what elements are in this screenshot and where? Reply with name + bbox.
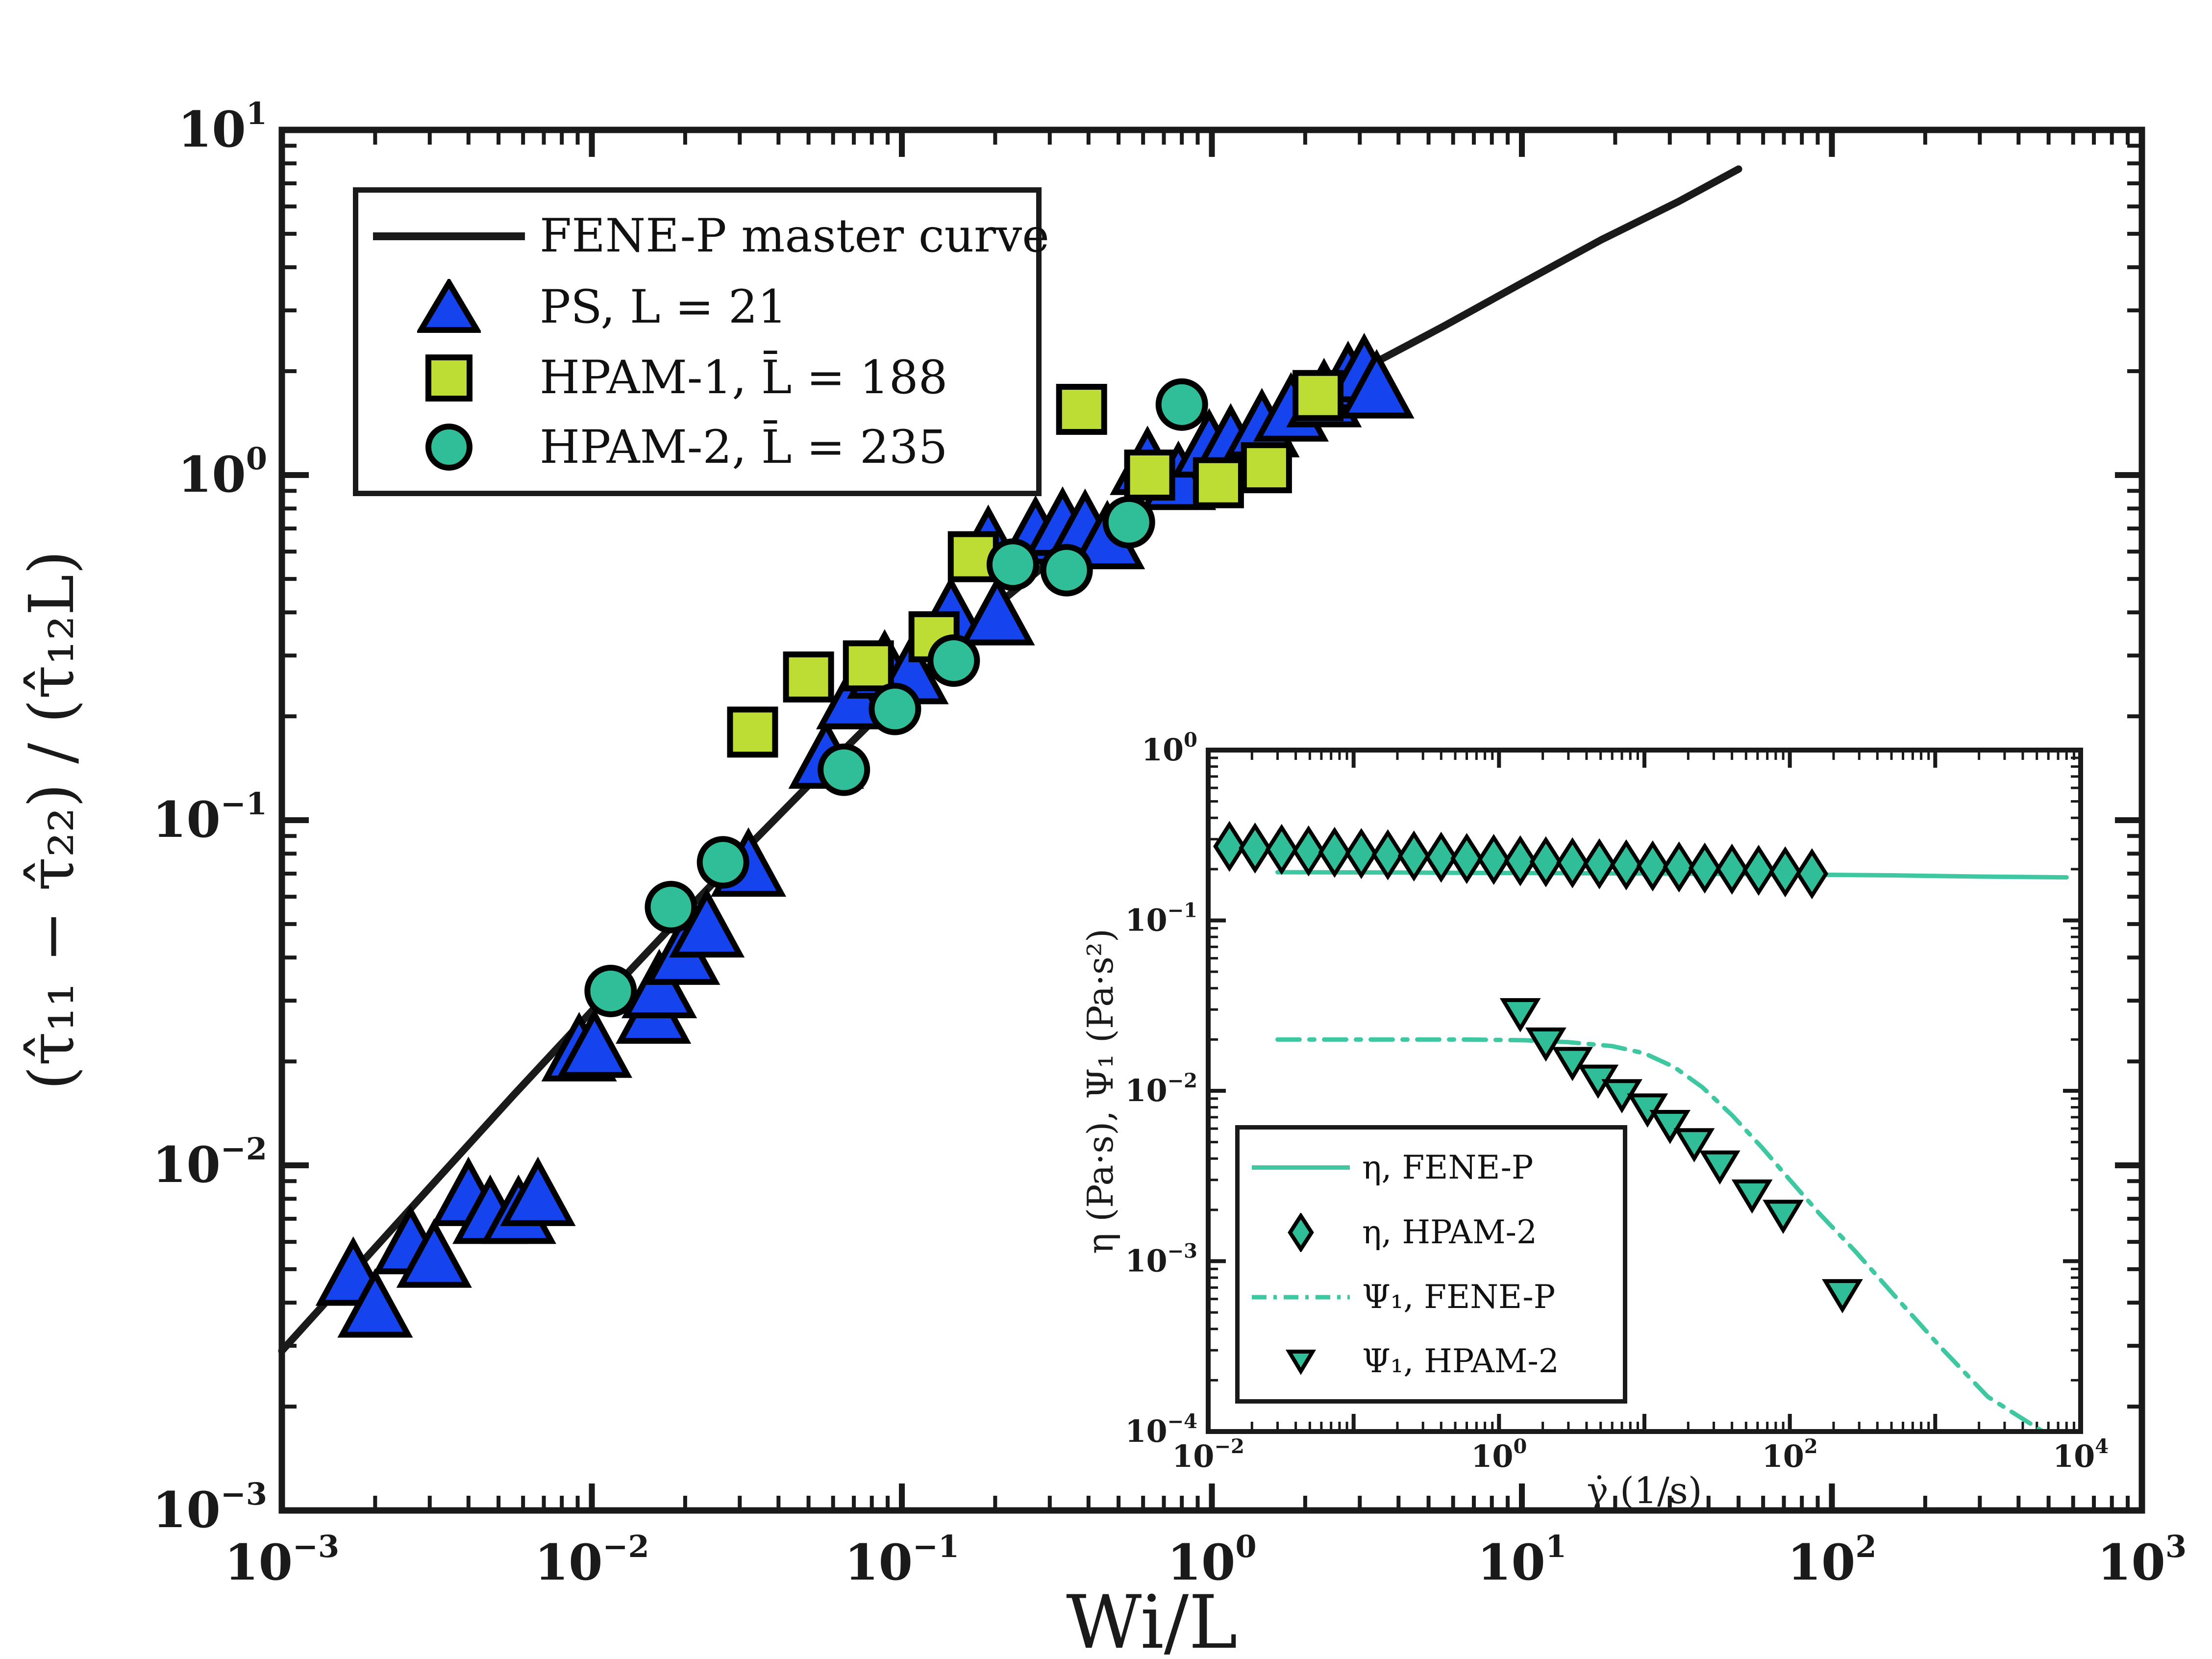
svg-text:10−2: 10−2 xyxy=(1125,1069,1197,1108)
inset-legend-item-label: η, FENE-P xyxy=(1362,1148,1534,1186)
svg-text:10−1: 10−1 xyxy=(845,1529,959,1591)
inset-y-axis-label: η (Pa·s), Ψ₁ (Pa·s²) xyxy=(1080,929,1121,1254)
series-hpam-2-l-235 xyxy=(584,378,1208,1017)
legend-item-hpam2: HPAM-2, L̄ = 235 xyxy=(358,421,1036,474)
main-x-axis-label: Wi/L xyxy=(1066,1580,1238,1659)
svg-text:101: 101 xyxy=(1477,1529,1566,1591)
inset-y-tick-labels: 100 10−1 10−2 10−3 10−4 xyxy=(1125,729,1197,1449)
series--hpam-2 xyxy=(1499,998,1863,1313)
svg-text:100: 100 xyxy=(1471,1435,1527,1474)
triangle-marker-icon xyxy=(358,278,540,335)
eta-fenep-line-icon xyxy=(1240,1164,1362,1171)
legend-item-hpam1: HPAM-1, L̄ = 188 xyxy=(358,351,1036,404)
svg-text:103: 103 xyxy=(2097,1529,2187,1591)
legend-item-fenep: FENE-P master curve xyxy=(358,209,1049,263)
inset-legend-item-psi1-fenep: Ψ₁, FENE-P xyxy=(1240,1278,1623,1316)
inset-legend-item-eta-hpam2: η, HPAM-2 xyxy=(1240,1212,1623,1252)
main-x-tick-labels: 10−3 10−2 10−1 100 101 102 103 xyxy=(224,1529,2187,1591)
main-legend: FENE-P master curve PS, L = 21 HPAM-1, L… xyxy=(353,187,1049,496)
legend-item-label: HPAM-2, L̄ = 235 xyxy=(540,420,948,474)
square-marker-icon xyxy=(358,353,540,402)
svg-text:104: 104 xyxy=(2053,1435,2109,1474)
svg-text:10−3: 10−3 xyxy=(152,1476,267,1539)
series--fene-p xyxy=(1275,1037,2045,1434)
svg-text:100: 100 xyxy=(1142,729,1197,768)
svg-text:100: 100 xyxy=(1167,1529,1256,1591)
psi1-fenep-dashdot-line-icon xyxy=(1240,1294,1362,1301)
diamond-marker-icon xyxy=(1240,1212,1362,1252)
inset-legend-item-label: η, HPAM-2 xyxy=(1362,1213,1537,1252)
inset-series xyxy=(1213,821,2069,1434)
legend-item-label: HPAM-1, L̄ = 188 xyxy=(540,351,948,405)
main-chart: 10−3 10−2 10−1 100 101 102 10310110010−110−210… xyxy=(152,96,2187,1591)
svg-text:10−3: 10−3 xyxy=(224,1529,339,1591)
inset-x-tick-labels: 10−2 100 102 104 xyxy=(1172,1435,2109,1474)
inset-x-axis-label: γ̇ (1/s) xyxy=(1587,1470,1702,1512)
triangle-down-marker-icon xyxy=(1240,1348,1362,1375)
svg-text:10−1: 10−1 xyxy=(1125,899,1197,938)
svg-text:10−4: 10−4 xyxy=(1125,1410,1197,1449)
main-series xyxy=(278,165,1742,1355)
inset-legend-item-eta-fenep: η, FENE-P xyxy=(1240,1149,1623,1186)
svg-text:102: 102 xyxy=(1762,1435,1818,1474)
svg-text:10−2: 10−2 xyxy=(1172,1435,1244,1474)
main-y-axis-label: (τ̂₁₁ − τ̂₂₂) / (τ̂₁₂L) xyxy=(15,550,88,1090)
svg-text:10−2: 10−2 xyxy=(534,1529,649,1591)
inset-legend-item-label: Ψ₁, HPAM-2 xyxy=(1362,1342,1559,1381)
svg-text:102: 102 xyxy=(1787,1529,1876,1591)
svg-text:10−1: 10−1 xyxy=(152,786,267,849)
series--hpam-2 xyxy=(1213,821,1829,900)
master-curve-line-icon xyxy=(358,230,540,242)
main-y-tick-labels: 101 100 10−1 10−2 10−3 xyxy=(152,96,267,1539)
legend-item-ps: PS, L = 21 xyxy=(358,278,1036,335)
inset-legend: η, FENE-P η, HPAM-2 Ψ₁, FENE-P Ψ₁, HPAM-… xyxy=(1235,1125,1627,1404)
svg-text:10−3: 10−3 xyxy=(1125,1240,1197,1279)
svg-text:101: 101 xyxy=(178,96,267,158)
circle-marker-icon xyxy=(358,423,540,472)
legend-item-label: FENE-P master curve xyxy=(540,209,1049,263)
svg-text:100: 100 xyxy=(178,441,267,503)
svg-text:10−2: 10−2 xyxy=(152,1131,267,1194)
inset-legend-item-label: Ψ₁, FENE-P xyxy=(1362,1278,1556,1316)
legend-item-label: PS, L = 21 xyxy=(540,280,787,334)
inset-legend-item-psi1-hpam2: Ψ₁, HPAM-2 xyxy=(1240,1342,1623,1380)
